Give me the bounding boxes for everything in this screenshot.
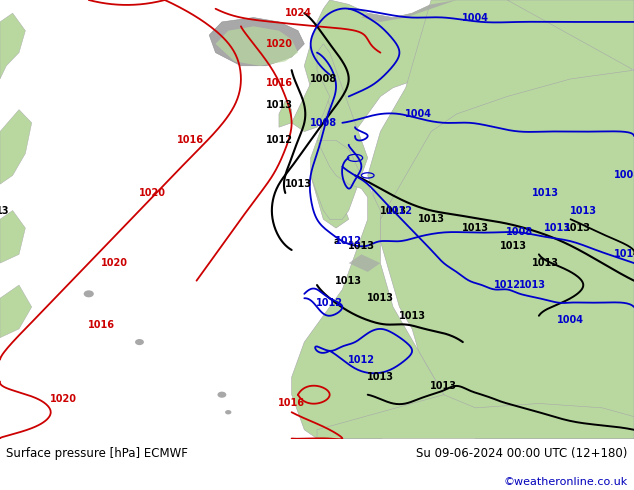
- Text: 1004: 1004: [462, 13, 489, 23]
- Text: 1012: 1012: [335, 236, 362, 246]
- Polygon shape: [209, 18, 304, 66]
- Text: 1016: 1016: [177, 135, 204, 146]
- Text: 1020: 1020: [139, 188, 165, 198]
- Polygon shape: [361, 0, 456, 22]
- Text: 1008: 1008: [310, 74, 337, 84]
- Circle shape: [225, 410, 231, 415]
- Polygon shape: [0, 211, 25, 263]
- Polygon shape: [349, 254, 380, 272]
- Polygon shape: [311, 44, 368, 220]
- Text: 13: 13: [0, 205, 10, 216]
- Text: 1013: 1013: [500, 241, 527, 250]
- Text: 1012: 1012: [386, 205, 413, 216]
- Text: 1008: 1008: [507, 227, 533, 238]
- Text: 1013: 1013: [335, 276, 362, 286]
- Text: 1020: 1020: [266, 39, 292, 49]
- Polygon shape: [368, 0, 634, 228]
- Text: 1013: 1013: [348, 241, 375, 250]
- Text: 1013: 1013: [532, 188, 559, 198]
- Text: 1013: 1013: [462, 223, 489, 233]
- Text: 1012: 1012: [614, 249, 634, 259]
- Text: 1013: 1013: [367, 372, 394, 382]
- Polygon shape: [317, 395, 634, 439]
- Text: 1012: 1012: [494, 280, 521, 290]
- Polygon shape: [304, 0, 507, 228]
- Text: 1020: 1020: [101, 258, 127, 268]
- Text: 1013: 1013: [564, 223, 590, 233]
- Text: 1013: 1013: [532, 258, 559, 268]
- Polygon shape: [216, 26, 298, 66]
- Text: 1013: 1013: [430, 381, 457, 391]
- Text: 1004: 1004: [557, 315, 584, 325]
- Text: Su 09-06-2024 00:00 UTC (12+180): Su 09-06-2024 00:00 UTC (12+180): [417, 447, 628, 461]
- Text: 1013: 1013: [418, 214, 444, 224]
- Text: 1013: 1013: [399, 311, 425, 321]
- Polygon shape: [380, 0, 634, 439]
- Text: Surface pressure [hPa] ECMWF: Surface pressure [hPa] ECMWF: [6, 447, 188, 461]
- Polygon shape: [279, 101, 292, 127]
- Polygon shape: [292, 140, 444, 439]
- Text: 1013: 1013: [367, 293, 394, 303]
- Polygon shape: [0, 285, 32, 338]
- Polygon shape: [292, 74, 330, 132]
- Text: 1024: 1024: [285, 8, 311, 18]
- Text: 1012: 1012: [266, 135, 292, 146]
- Text: 1016: 1016: [266, 78, 292, 88]
- Text: 1008: 1008: [310, 118, 337, 128]
- Circle shape: [135, 339, 144, 345]
- Text: 1013: 1013: [519, 280, 546, 290]
- Text: 1013: 1013: [266, 100, 292, 110]
- Text: 1012: 1012: [316, 297, 343, 308]
- Text: 1008: 1008: [614, 171, 634, 180]
- Text: a: a: [333, 237, 339, 245]
- Text: 1012: 1012: [348, 355, 375, 365]
- Polygon shape: [0, 13, 25, 79]
- Text: ©weatheronline.co.uk: ©weatheronline.co.uk: [503, 477, 628, 487]
- Circle shape: [84, 290, 94, 297]
- Circle shape: [217, 392, 226, 398]
- Text: 1020: 1020: [50, 394, 77, 404]
- Text: 1013: 1013: [285, 179, 311, 189]
- Text: 1013: 1013: [570, 205, 597, 216]
- Text: 1016: 1016: [278, 398, 305, 409]
- Text: 1013: 1013: [545, 223, 571, 233]
- Text: 1013: 1013: [380, 205, 406, 216]
- Text: 1016: 1016: [88, 319, 115, 330]
- Text: 1004: 1004: [405, 109, 432, 119]
- Polygon shape: [0, 110, 32, 184]
